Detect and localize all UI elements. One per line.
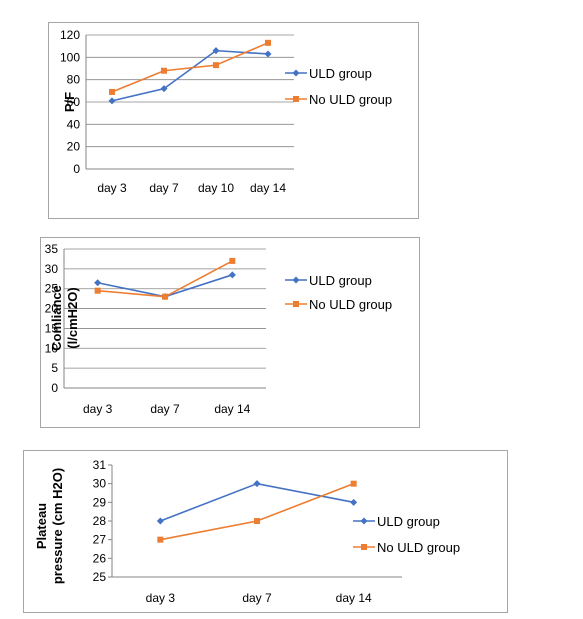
y-tick-label: 10 xyxy=(45,341,59,355)
data-point-square xyxy=(109,88,115,95)
legend-label: No ULD group xyxy=(377,540,460,555)
y-tick-label: 0 xyxy=(51,381,58,395)
data-point-square xyxy=(265,39,271,46)
y-tick-label: 25 xyxy=(45,282,59,296)
y-tick-label: 60 xyxy=(67,95,81,109)
legend-marker-diamond xyxy=(292,69,300,77)
x-tick-label: day 14 xyxy=(214,402,250,416)
chart-svg-plateau-pressure: 25 26 27 28 29 30 31 day 3 day 7 day 14 ULD group N… xyxy=(34,458,460,605)
y-axis-label: Plateaupressure (cm H2O) xyxy=(34,468,65,584)
chart-svg-compliance: 0 5 10 15 20 25 30 35 day 3 day 7 day 14 ULD group N… xyxy=(45,242,392,416)
legend-marker-diamond xyxy=(360,517,368,525)
y-axis-label-line: pressure (cm H2O) xyxy=(50,468,65,584)
x-tick-label: day 3 xyxy=(83,402,113,416)
series-line-uld xyxy=(160,482,354,522)
y-tick-label: 25 xyxy=(93,570,107,584)
legend-label: ULD group xyxy=(377,514,440,529)
x-tick-label: day 7 xyxy=(150,402,180,416)
y-axis-label: P/F xyxy=(62,92,77,112)
x-tick-label: day 7 xyxy=(149,181,179,195)
y-tick-label: 29 xyxy=(93,495,107,509)
y-tick-label: 27 xyxy=(93,533,107,547)
data-point-diamond xyxy=(108,97,116,105)
x-tick-label: day 7 xyxy=(242,591,272,605)
y-axis-label-group: P/F xyxy=(62,92,77,112)
y-tick-label: 35 xyxy=(45,242,59,256)
y-axis-label-group: Plateaupressure (cm H2O) xyxy=(34,468,65,584)
y-axis-label-line: (l/cmH2O) xyxy=(65,287,80,348)
x-tick-label: day 10 xyxy=(198,181,234,195)
data-point-diamond xyxy=(160,85,168,93)
data-point-square xyxy=(157,536,164,543)
y-tick-label: 120 xyxy=(60,28,80,42)
legend-marker-square xyxy=(293,301,299,307)
legend-marker-square xyxy=(361,544,367,550)
data-point-square xyxy=(229,257,236,264)
data-point-diamond xyxy=(94,279,102,287)
legend-label: ULD group xyxy=(309,66,372,81)
chart-svg-pf: 0 20 40 60 80 100 120 day 3 day 7 day 10 day 14 ULD… xyxy=(60,28,392,195)
data-point-square xyxy=(350,480,357,487)
x-tick-label: day 3 xyxy=(146,591,176,605)
chart-panel-plateau-pressure: 25 26 27 28 29 30 31 day 3 day 7 day 14 ULD group N… xyxy=(23,450,508,613)
y-tick-label: 5 xyxy=(51,361,58,375)
y-tick-label: 100 xyxy=(60,50,80,64)
y-axis-label-line: Plateau xyxy=(34,503,49,549)
y-tick-label: 30 xyxy=(93,477,107,491)
y-tick-label: 30 xyxy=(45,262,59,276)
data-point-diamond xyxy=(212,47,220,55)
series-line-no-uld xyxy=(160,482,354,541)
series-line-uld xyxy=(111,49,269,102)
data-point-square xyxy=(254,518,260,524)
legend-marker-diamond xyxy=(292,276,300,284)
data-point-square xyxy=(162,293,168,300)
data-point-diamond xyxy=(156,517,164,525)
y-axis-label-group: Comliance(l/cmH2O) xyxy=(49,285,80,351)
y-tick-label: 15 xyxy=(45,321,59,335)
y-tick-label: 28 xyxy=(93,514,107,528)
y-tick-label: 40 xyxy=(67,117,81,131)
x-tick-label: day 14 xyxy=(250,181,286,195)
series-line-no-uld xyxy=(111,42,269,93)
chart-panel-pf: 0 20 40 60 80 100 120 day 3 day 7 day 10 day 14 ULD… xyxy=(48,22,419,219)
y-tick-label: 20 xyxy=(67,140,81,154)
y-axis-label: Comliance(l/cmH2O) xyxy=(49,285,80,351)
data-point-diamond xyxy=(253,480,261,488)
data-point-diamond xyxy=(228,271,236,279)
y-tick-label: 26 xyxy=(93,551,107,565)
data-point-diamond xyxy=(264,50,272,58)
data-point-square xyxy=(94,287,101,294)
chart-panel-compliance: 0 5 10 15 20 25 30 35 day 3 day 7 day 14 ULD group N… xyxy=(40,237,420,428)
legend-label: ULD group xyxy=(309,273,372,288)
y-tick-label: 20 xyxy=(45,302,59,316)
y-tick-label: 80 xyxy=(67,73,81,87)
y-axis-label-line: Comliance xyxy=(49,285,64,351)
y-tick-label: 0 xyxy=(73,162,80,176)
y-tick-label: 31 xyxy=(93,458,107,472)
series-line-no-uld xyxy=(97,260,233,298)
data-point-diamond xyxy=(350,498,358,506)
data-point-square xyxy=(213,62,219,69)
legend-label: No ULD group xyxy=(309,297,392,312)
legend-marker-square xyxy=(293,96,299,102)
legend-label: No ULD group xyxy=(309,92,392,107)
x-tick-label: day 3 xyxy=(97,181,127,195)
x-tick-label: day 14 xyxy=(336,591,372,605)
data-point-square xyxy=(161,67,167,74)
